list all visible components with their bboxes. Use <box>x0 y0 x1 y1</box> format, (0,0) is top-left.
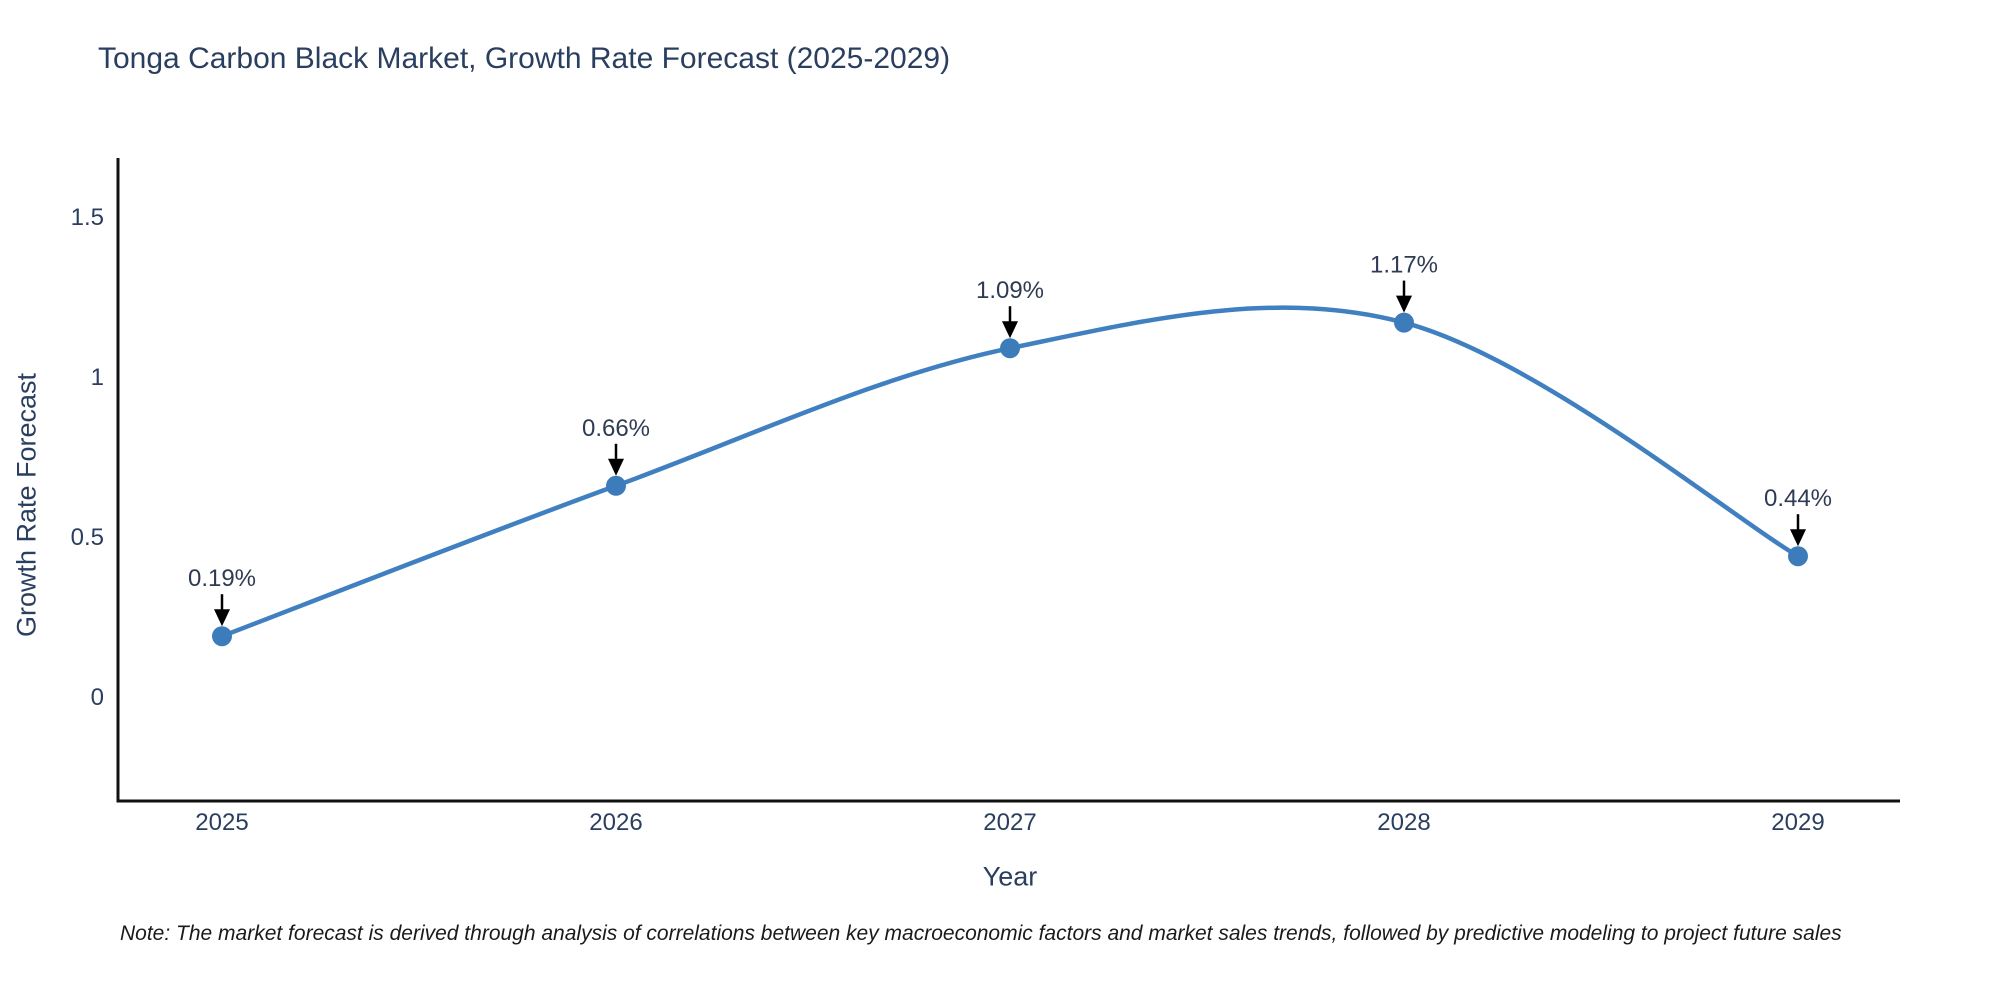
data-point-marker <box>1788 546 1808 567</box>
data-point-marker <box>212 626 232 647</box>
point-value-label: 0.19% <box>188 565 256 592</box>
x-tick-label: 2029 <box>1771 809 1824 836</box>
x-tick-label: 2025 <box>195 809 248 836</box>
y-tick-label: 1.5 <box>71 204 104 231</box>
y-tick-label: 1 <box>91 364 104 391</box>
annotation-arrow-head <box>1790 529 1806 547</box>
annotation-arrow-head <box>608 458 624 476</box>
point-value-label: 1.17% <box>1370 252 1438 279</box>
point-value-label: 0.44% <box>1764 485 1832 512</box>
data-point-marker <box>1394 312 1414 333</box>
axis-lines <box>116 158 1900 803</box>
data-point-marker <box>1000 338 1020 359</box>
point-value-label: 0.66% <box>582 415 650 442</box>
data-point-marker <box>606 475 626 496</box>
point-value-label: 1.09% <box>976 277 1044 304</box>
annotation-arrow-head <box>214 609 230 627</box>
y-tick-label: 0.5 <box>71 524 104 551</box>
annotation-arrow-head <box>1002 321 1018 339</box>
x-tick-label: 2026 <box>589 809 642 836</box>
x-axis-title: Year <box>982 861 1038 892</box>
y-tick-label: 0 <box>91 684 104 711</box>
x-tick-label: 2028 <box>1377 809 1430 836</box>
y-axis-title: Growth Rate Forecast <box>11 372 42 638</box>
footnote: Note: The market forecast is derived thr… <box>120 922 1842 945</box>
chart-title: Tonga Carbon Black Market, Growth Rate F… <box>98 42 951 75</box>
x-tick-label: 2027 <box>983 809 1036 836</box>
annotation-arrow-head <box>1396 295 1412 313</box>
